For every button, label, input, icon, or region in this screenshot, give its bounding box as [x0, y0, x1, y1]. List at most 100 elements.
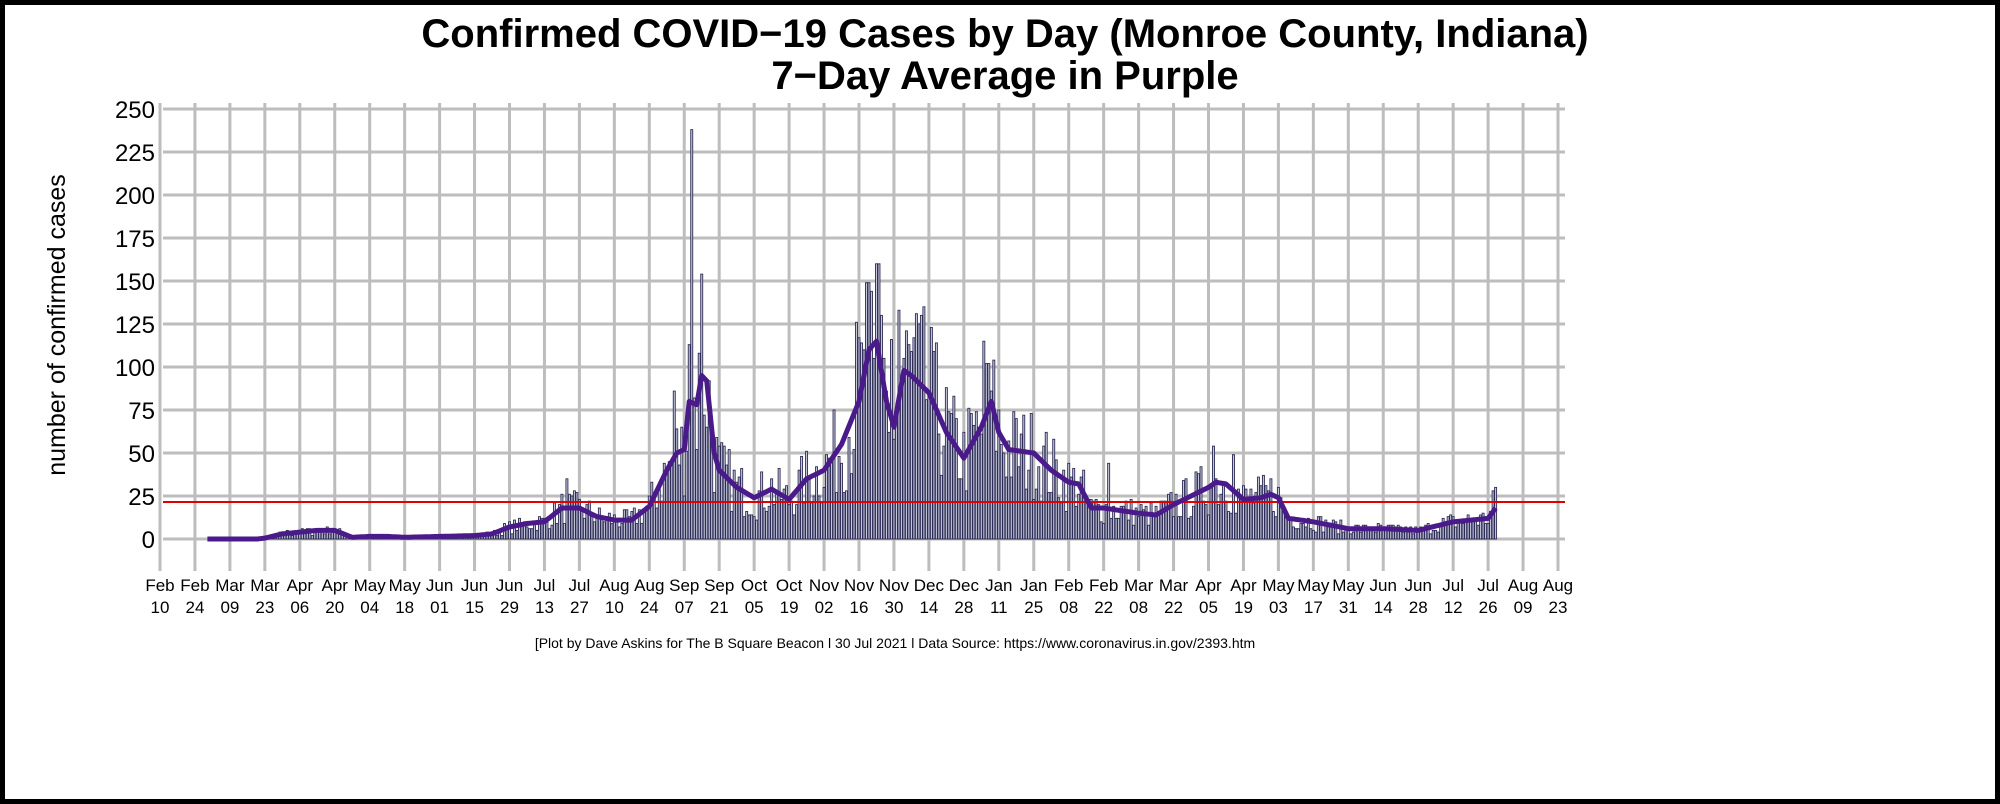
daily-bar	[857, 337, 861, 540]
daily-bar	[934, 342, 938, 540]
daily-bar	[959, 478, 963, 540]
daily-bar	[1219, 493, 1223, 540]
daily-bar	[690, 129, 694, 540]
daily-bar	[1184, 478, 1188, 540]
daily-bar	[1129, 498, 1133, 540]
daily-bar	[757, 490, 761, 540]
daily-bar	[860, 342, 863, 540]
x-tick-month: Nov	[809, 576, 840, 595]
daily-bar	[899, 385, 903, 540]
daily-bar	[1466, 514, 1470, 540]
daily-bar	[845, 490, 848, 540]
daily-bar	[887, 431, 891, 540]
daily-bar	[1174, 493, 1178, 540]
daily-bar	[567, 493, 571, 540]
daily-bar	[1434, 529, 1438, 540]
daily-bar	[1264, 485, 1268, 540]
daily-bar	[1291, 526, 1295, 540]
x-tick-month: Feb	[180, 576, 209, 595]
daily-bar	[1149, 502, 1153, 540]
daily-bar	[1304, 526, 1308, 540]
daily-bar	[685, 450, 689, 540]
chart-subtitle: 7−Day Average in Purple	[771, 54, 1238, 98]
daily-bar	[513, 519, 516, 540]
daily-bar	[1436, 531, 1440, 540]
x-tick-day: 25	[1024, 598, 1043, 617]
daily-bar	[1127, 519, 1131, 540]
daily-bar	[712, 492, 716, 540]
daily-bar	[1399, 526, 1403, 540]
daily-bar	[667, 461, 671, 540]
x-tick-month: Jun	[1370, 576, 1397, 595]
daily-bar	[1454, 526, 1458, 540]
daily-bar	[555, 523, 559, 540]
chart-title: Confirmed COVID−19 Cases by Day (Monroe …	[421, 12, 1588, 56]
daily-bar	[994, 450, 998, 540]
daily-bar	[880, 314, 883, 540]
daily-bar	[790, 500, 794, 540]
daily-bar	[560, 493, 564, 540]
daily-bar	[1189, 516, 1193, 540]
x-tick-day: 23	[1549, 598, 1568, 617]
daily-bar	[1331, 519, 1335, 540]
daily-bar	[894, 412, 898, 540]
daily-bar	[1336, 533, 1340, 540]
daily-bar	[939, 474, 943, 540]
daily-bar	[1139, 504, 1143, 540]
x-tick-month: Jul	[534, 576, 556, 595]
daily-bar	[745, 511, 749, 540]
daily-bar	[715, 437, 719, 540]
x-tick-month: May	[1262, 576, 1295, 595]
daily-bar	[1204, 504, 1208, 540]
daily-bar	[1314, 531, 1318, 540]
daily-bar	[1082, 469, 1086, 540]
daily-bar	[552, 502, 556, 540]
daily-bar	[742, 516, 746, 540]
daily-bar	[914, 313, 918, 540]
x-tick-day: 30	[884, 598, 903, 617]
daily-bar	[1134, 507, 1138, 540]
daily-bar	[617, 526, 621, 540]
daily-bar	[927, 394, 931, 540]
x-tick-month: Feb	[1089, 576, 1118, 595]
daily-bar	[1179, 516, 1183, 540]
daily-bar	[615, 521, 619, 540]
seven-day-average-line	[207, 338, 1498, 542]
daily-bar	[907, 344, 911, 540]
daily-bar	[1237, 488, 1240, 540]
daily-bar	[1224, 500, 1228, 540]
daily-bar	[717, 445, 721, 540]
daily-bar	[1112, 505, 1116, 540]
daily-bar	[999, 443, 1003, 540]
daily-bar	[1044, 431, 1048, 540]
daily-bar	[1411, 533, 1415, 540]
daily-bar	[1364, 524, 1368, 540]
daily-bar	[702, 414, 706, 540]
daily-bar	[1239, 498, 1243, 540]
daily-bar	[1214, 478, 1218, 540]
daily-bar	[954, 418, 958, 540]
daily-bar	[1042, 445, 1046, 540]
daily-bar	[812, 495, 816, 540]
daily-bar	[1217, 504, 1220, 540]
x-tick-month: May	[389, 576, 422, 595]
x-tick-day: 16	[850, 598, 869, 617]
daily-bar	[508, 521, 511, 540]
x-tick-month: Apr	[322, 576, 349, 595]
daily-bar	[782, 488, 786, 540]
daily-bars	[263, 129, 1498, 540]
daily-bar	[1052, 438, 1056, 540]
daily-bar	[855, 321, 858, 540]
daily-bar	[822, 486, 826, 540]
daily-bar	[1079, 476, 1083, 540]
x-tick-day: 05	[745, 598, 764, 617]
daily-bar	[997, 409, 1001, 540]
daily-bar	[1396, 524, 1400, 540]
daily-bar	[1229, 512, 1233, 540]
daily-bar	[1359, 531, 1363, 540]
daily-bar	[765, 511, 769, 540]
x-tick-month: Oct	[741, 576, 768, 595]
daily-bar	[518, 517, 521, 540]
daily-bar	[810, 502, 814, 540]
